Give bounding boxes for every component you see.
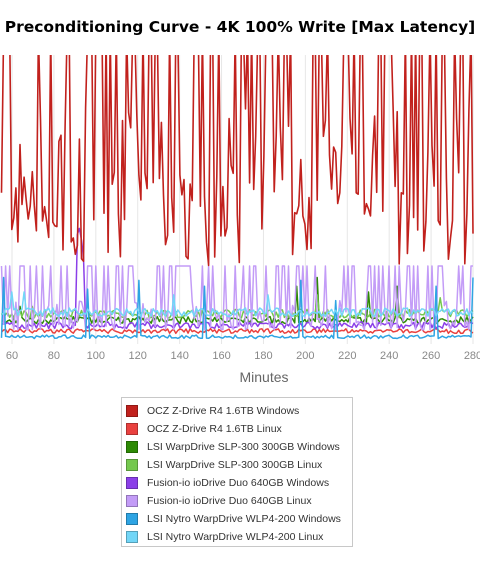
series-line-6 (0, 265, 473, 331)
x-tick-label: 200 (296, 350, 314, 362)
legend-swatch (126, 441, 138, 453)
series-line-8 (1, 291, 474, 318)
legend-item[interactable]: LSI WarpDrive SLP-300 300GB Windows (126, 438, 352, 456)
legend-item[interactable]: LSI Nytro WarpDrive WLP4-200 Windows (126, 510, 352, 528)
legend-item[interactable]: OCZ Z-Drive R4 1.6TB Windows (126, 402, 352, 420)
legend-label: Fusion-io ioDrive Duo 640GB Linux (147, 495, 312, 507)
legend-label: LSI WarpDrive SLP-300 300GB Windows (147, 441, 340, 453)
x-tick-label: 140 (170, 350, 188, 362)
series-line-1 (0, 55, 474, 267)
legend-label: LSI Nytro WarpDrive WLP4-200 Linux (147, 531, 324, 543)
legend-item[interactable]: OCZ Z-Drive R4 1.6TB Linux (126, 420, 352, 438)
x-tick-label: 220 (338, 350, 356, 362)
x-tick-label: 260 (422, 350, 440, 362)
legend-swatch (126, 477, 138, 489)
legend-label: LSI Nytro WarpDrive WLP4-200 Windows (147, 513, 341, 525)
series-line-2 (0, 327, 474, 335)
chart-title: Preconditioning Curve - 4K 100% Write [M… (4, 18, 476, 36)
legend-item[interactable]: Fusion-io ioDrive Duo 640GB Linux (126, 492, 352, 510)
x-tick-label: 120 (129, 350, 147, 362)
legend-swatch (126, 423, 138, 435)
x-tick-label: 240 (380, 350, 398, 362)
x-tick-label: 100 (87, 350, 105, 362)
legend: OCZ Z-Drive R4 1.6TB Windows OCZ Z-Drive … (121, 397, 353, 547)
legend-label: OCZ Z-Drive R4 1.6TB Linux (147, 423, 282, 435)
chart-plot: 60 80 100 120 140 160 180 200 220 240 260 280 Minut… (0, 55, 480, 385)
legend-swatch (126, 495, 138, 507)
legend-label: OCZ Z-Drive R4 1.6TB Windows (147, 405, 300, 417)
legend-swatch (126, 405, 138, 417)
legend-swatch (126, 531, 138, 543)
legend-item[interactable]: LSI Nytro WarpDrive WLP4-200 Linux (126, 528, 352, 546)
legend-label: Fusion-io ioDrive Duo 640GB Windows (147, 477, 330, 489)
legend-item[interactable]: LSI WarpDrive SLP-300 300GB Linux (126, 456, 352, 474)
legend-label: LSI WarpDrive SLP-300 300GB Linux (147, 459, 323, 471)
legend-swatch (126, 513, 138, 525)
x-axis-label: Minutes (239, 369, 288, 385)
x-tick-label: 80 (48, 350, 60, 362)
x-tick-label: 280 (464, 350, 480, 362)
x-tick-label: 60 (6, 350, 18, 362)
legend-item[interactable]: Fusion-io ioDrive Duo 640GB Windows (126, 474, 352, 492)
x-tick-label: 160 (212, 350, 230, 362)
x-tick-label: 180 (254, 350, 272, 362)
legend-swatch (126, 459, 138, 471)
series-line-7 (0, 276, 474, 340)
